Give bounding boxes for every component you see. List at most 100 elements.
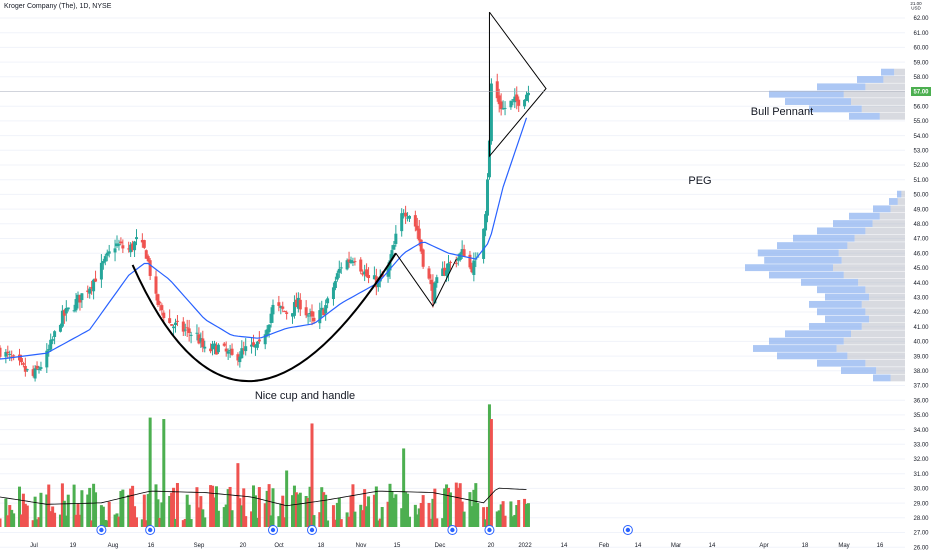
- pennant-triangle: [488, 11, 547, 158]
- volume-bar: [140, 519, 144, 527]
- volume-bar: [484, 519, 488, 527]
- candle-body: [456, 257, 460, 261]
- marker-dot: [147, 527, 153, 533]
- candle-body: [349, 260, 353, 264]
- volume-bar: [242, 488, 246, 527]
- candle-body: [117, 244, 121, 246]
- candle-body: [175, 320, 179, 322]
- volume-bar: [283, 517, 287, 527]
- volume-bar: [448, 492, 452, 527]
- candle-body: [252, 342, 255, 346]
- volume-bar: [257, 487, 261, 527]
- candle-body: [335, 273, 339, 280]
- volume-bar: [523, 498, 527, 527]
- volume-bar: [238, 498, 242, 527]
- cup-curve: [131, 252, 397, 383]
- candle-body: [484, 214, 488, 231]
- dividend-marker[interactable]: [96, 525, 107, 535]
- candle-body: [238, 356, 242, 363]
- candle-body: [526, 92, 530, 96]
- volume-bar: [45, 494, 49, 527]
- candle-body: [443, 267, 447, 276]
- volume-bar: [347, 516, 351, 527]
- volume-bar: [265, 490, 269, 527]
- dividend-marker[interactable]: [447, 525, 458, 535]
- earnings-marker[interactable]: [307, 525, 317, 535]
- candle-body: [181, 321, 185, 332]
- candle-body: [283, 311, 287, 313]
- candle-body: [142, 240, 146, 248]
- volume-bar: [294, 492, 298, 527]
- candle-body: [146, 256, 150, 262]
- volume-bar: [458, 483, 462, 527]
- candle-body: [140, 239, 144, 243]
- candle-body: [402, 213, 406, 215]
- volume-bar: [53, 512, 57, 527]
- volume-bar: [201, 509, 205, 527]
- price-tick-label: 47.00: [913, 237, 929, 243]
- volume-profile-row: [833, 264, 905, 272]
- volume-bar: [119, 491, 123, 527]
- volume-bar: [162, 419, 166, 527]
- volume-bar: [4, 498, 8, 527]
- earnings-marker[interactable]: [145, 525, 156, 535]
- volume-bar: [454, 482, 458, 527]
- volume-bar: [296, 494, 300, 527]
- volume-bar: [133, 506, 137, 527]
- dividend-marker[interactable]: [622, 525, 633, 535]
- time-tick-label: Sep: [194, 543, 205, 549]
- volume-bar: [390, 490, 394, 527]
- cup-handle-label: Nice cup and handle: [255, 390, 355, 402]
- price-tick-label: 51.00: [913, 178, 929, 184]
- earnings-marker[interactable]: [484, 525, 495, 535]
- candle-body: [337, 268, 341, 273]
- volume-bar: [80, 490, 84, 527]
- candle-body: [497, 95, 501, 105]
- volume-bar: [99, 505, 103, 527]
- candle-body: [51, 339, 55, 341]
- candle-body: [21, 363, 25, 365]
- volume-profile-row: [777, 242, 848, 250]
- volume-bar: [88, 487, 92, 527]
- candle-body: [99, 262, 103, 280]
- volume-profile-row: [889, 198, 898, 205]
- volume-bar: [23, 503, 27, 527]
- volume-profile-row: [843, 271, 905, 279]
- candle-body: [197, 334, 201, 344]
- bull-pennant-label: Bull Pennant: [751, 106, 813, 118]
- dividend-marker[interactable]: [268, 525, 278, 535]
- candle-body: [103, 256, 107, 262]
- candle-body: [216, 344, 220, 353]
- candle-body: [101, 261, 105, 264]
- volume-profile-row: [817, 227, 866, 235]
- candle-body: [113, 248, 117, 253]
- volume-bar: [18, 486, 21, 527]
- volume-bar: [499, 504, 503, 527]
- event-markers[interactable]: [96, 525, 633, 535]
- candle-body: [183, 329, 187, 331]
- volume-bar: [187, 504, 191, 527]
- volume-profile-row: [847, 352, 905, 360]
- candle-body: [470, 266, 474, 273]
- time-axis[interactable]: Jul 19 Aug 16 Sep 20 Oct 18 Nov 15 Dec 20 2022 14 Feb 1…: [30, 543, 884, 549]
- volume-bar: [105, 520, 109, 527]
- candle-body: [39, 367, 43, 369]
- volume-bar: [291, 495, 294, 527]
- time-tick-label: 18: [318, 543, 325, 549]
- volume-bar: [419, 502, 423, 527]
- price-tick-label: 49.00: [913, 207, 929, 213]
- volume-bar: [240, 505, 244, 527]
- time-tick-label: 20: [240, 543, 247, 549]
- candle-body: [236, 354, 240, 361]
- candle-body: [31, 369, 35, 376]
- candle-body: [265, 329, 269, 336]
- volume-bar: [64, 515, 68, 527]
- time-tick-label: Apr: [759, 543, 768, 549]
- candle-body: [304, 307, 308, 316]
- volume-bar: [277, 516, 281, 527]
- candle-body: [127, 248, 131, 250]
- volume-bar: [285, 470, 289, 527]
- volume-bar: [322, 492, 326, 527]
